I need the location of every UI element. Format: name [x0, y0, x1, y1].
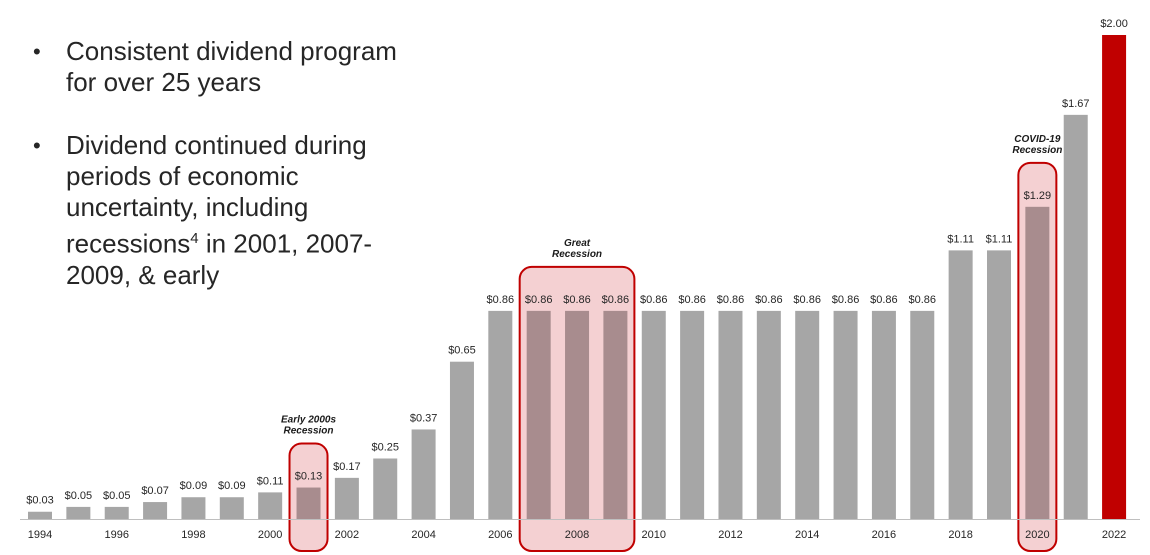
value-label-2006: $0.86 [487, 294, 515, 306]
value-label-2022: $2.00 [1100, 18, 1128, 30]
tick-label-2002: 2002 [335, 529, 359, 541]
value-label-1994: $0.03 [26, 495, 54, 507]
recession-label-2-line-2: Recession [552, 249, 602, 260]
tick-label-2010: 2010 [642, 529, 666, 541]
bar-2006 [488, 310, 513, 519]
bullet-dot-icon: • [33, 39, 41, 64]
value-label-1995: $0.05 [65, 490, 93, 502]
tick-label-1996: 1996 [104, 529, 128, 541]
bar-1995 [66, 506, 91, 519]
recession-label-3-line-2: Recession [1012, 145, 1062, 156]
bar-1998 [181, 497, 206, 519]
recession-label-2-line-1: Great [564, 238, 591, 249]
bar-2021 [1063, 114, 1088, 520]
value-label-2003: $0.25 [371, 442, 399, 454]
bullet-text-1: Consistent dividend program for over 25 … [66, 36, 397, 97]
bar-1999 [219, 497, 244, 519]
value-label-1998: $0.09 [180, 480, 208, 492]
bar-2003 [373, 458, 398, 519]
value-label-2017: $0.86 [909, 294, 937, 306]
tick-label-2008: 2008 [565, 529, 589, 541]
bar-2014 [795, 310, 820, 519]
value-label-2016: $0.86 [870, 294, 898, 306]
value-label-2013: $0.86 [755, 294, 783, 306]
bullet-item-2: • Dividend continued during periods of ec… [28, 130, 408, 291]
value-label-2010: $0.86 [640, 294, 668, 306]
value-label-2012: $0.86 [717, 294, 745, 306]
recession-label-1-line-1: Early 2000s [281, 415, 336, 426]
value-label-1999: $0.09 [218, 480, 246, 492]
bar-2013 [756, 310, 781, 519]
footnote-marker: 4 [190, 230, 199, 247]
bar-1996 [104, 506, 129, 519]
value-label-2019: $1.11 [986, 233, 1013, 245]
recession-label-1-line-2: Recession [284, 426, 334, 437]
bar-1997 [143, 502, 168, 519]
tick-label-2022: 2022 [1102, 529, 1126, 541]
bar-2011 [680, 310, 705, 519]
tick-label-2000: 2000 [258, 529, 282, 541]
value-label-1996: $0.05 [103, 490, 131, 502]
value-label-2008: $0.86 [563, 294, 591, 306]
bar-2012 [718, 310, 743, 519]
bar-2018 [948, 250, 973, 519]
value-label-2005: $0.65 [448, 345, 476, 357]
value-label-2007: $0.86 [525, 294, 553, 306]
bar-2002 [334, 477, 359, 519]
bar-2001 [296, 487, 321, 519]
bar-2020 [1025, 206, 1050, 519]
bullet-text-2: Dividend continued during periods of eco… [66, 130, 367, 259]
value-label-2021: $1.67 [1062, 98, 1090, 110]
bar-2004 [411, 429, 436, 519]
tick-label-2014: 2014 [795, 529, 819, 541]
value-label-2002: $0.17 [333, 461, 361, 473]
bar-2010 [641, 310, 666, 519]
bullet-list: • Consistent dividend program for over 25… [28, 36, 408, 323]
bar-2015 [833, 310, 858, 519]
value-label-2009: $0.86 [602, 294, 630, 306]
bar-2016 [871, 310, 896, 519]
value-label-2018: $1.11 [947, 233, 974, 245]
tick-label-2020: 2020 [1025, 529, 1049, 541]
bar-2000 [258, 492, 283, 519]
bar-2005 [449, 361, 474, 519]
bar-2019 [987, 250, 1011, 519]
tick-label-1998: 1998 [181, 529, 205, 541]
tick-label-2012: 2012 [718, 529, 742, 541]
value-label-2011: $0.86 [678, 294, 706, 306]
value-label-2001: $0.13 [295, 471, 323, 483]
bar-2007 [526, 310, 551, 519]
value-label-2020: $1.29 [1024, 190, 1052, 202]
tick-label-2018: 2018 [948, 529, 972, 541]
bullet-item-1: • Consistent dividend program for over 25… [28, 36, 408, 98]
tick-label-2006: 2006 [488, 529, 512, 541]
bar-2022 [1102, 35, 1127, 519]
bar-2008 [565, 310, 590, 519]
bar-1994 [28, 511, 52, 519]
tick-label-1994: 1994 [28, 529, 52, 541]
tick-label-2016: 2016 [872, 529, 896, 541]
recession-label-3-line-1: COVID-19 [1014, 134, 1061, 145]
bar-2009 [603, 310, 628, 519]
value-label-1997: $0.07 [141, 485, 169, 497]
bullet-text-2-tail: in 2001, 2007-2009, & early [66, 228, 373, 290]
tick-label-2004: 2004 [411, 529, 435, 541]
bar-2017 [910, 310, 935, 519]
value-label-2000: $0.11 [257, 475, 284, 487]
value-label-2015: $0.86 [832, 294, 860, 306]
value-label-2004: $0.37 [410, 412, 438, 424]
bullet-dot-icon: • [33, 133, 41, 158]
value-label-2014: $0.86 [793, 294, 821, 306]
